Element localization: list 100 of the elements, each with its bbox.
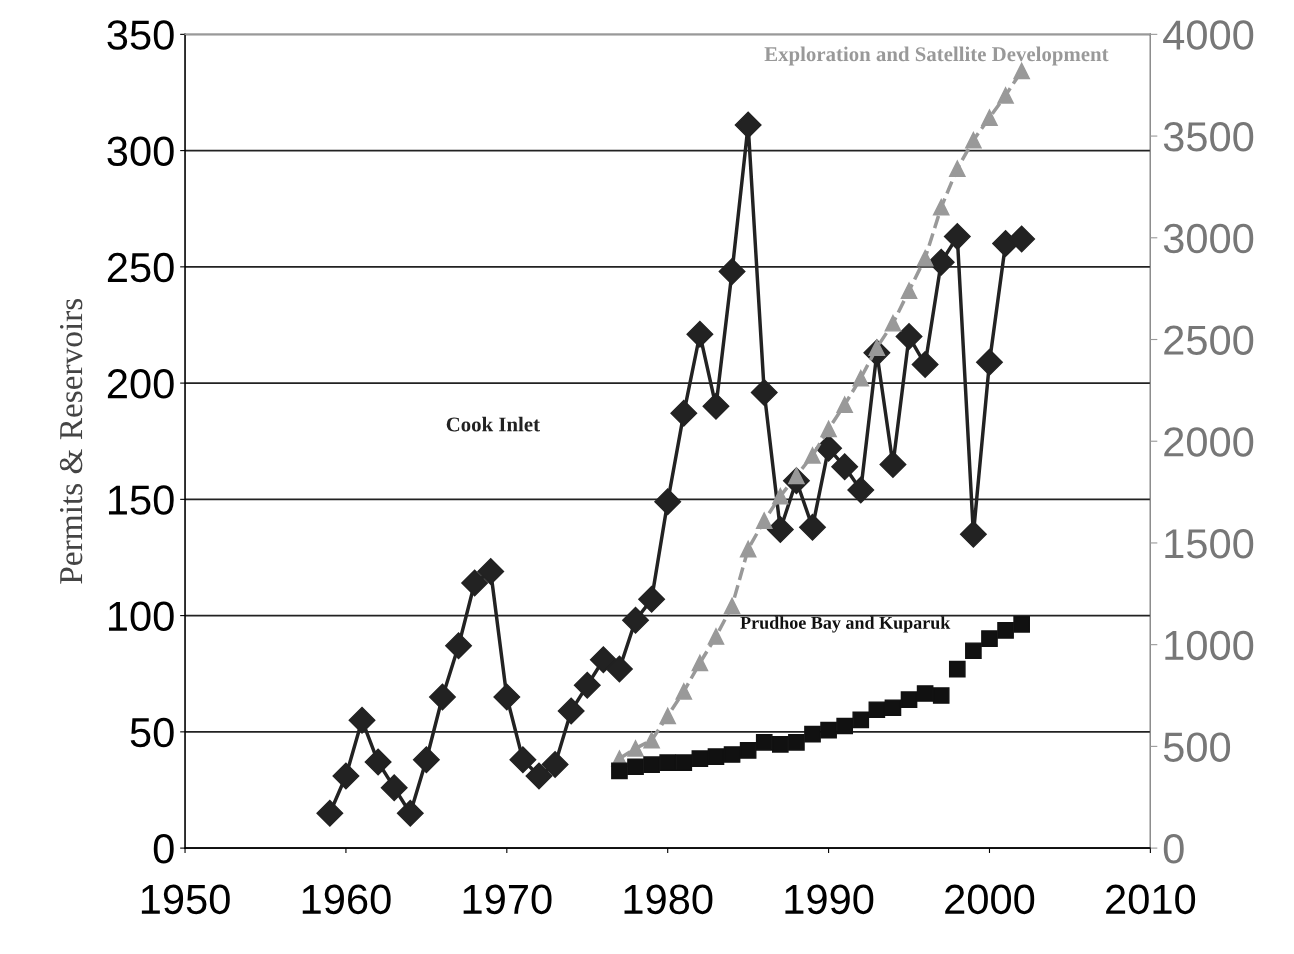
point: [691, 750, 709, 767]
point: [836, 396, 854, 413]
point: [932, 198, 950, 216]
point: [755, 512, 773, 529]
point: [611, 762, 628, 780]
y-tick-label: 0: [153, 834, 174, 864]
point: [852, 369, 870, 387]
point: [573, 671, 601, 699]
point: [1008, 225, 1036, 253]
point: [755, 733, 773, 751]
point: [707, 628, 725, 645]
y-axis-title: Permits & Reservoirs: [59, 298, 83, 584]
y2-tick-label: 3000: [1163, 223, 1254, 254]
point: [799, 513, 826, 541]
point: [868, 701, 886, 719]
point: [364, 748, 392, 776]
point: [659, 754, 677, 771]
point: [927, 248, 955, 276]
x-tick-label: 1980: [624, 884, 713, 915]
point: [557, 697, 585, 725]
point: [997, 87, 1014, 104]
y2-tick-label: 500: [1163, 732, 1231, 762]
point: [959, 520, 987, 548]
y-tick-label: 50: [130, 717, 174, 748]
point: [723, 597, 741, 615]
point: [675, 683, 693, 700]
point: [847, 476, 875, 504]
point: [771, 736, 789, 753]
point: [707, 748, 725, 765]
point: [734, 111, 762, 139]
y2-tick-label: 0: [1163, 834, 1184, 864]
point: [739, 540, 757, 558]
point: [718, 258, 746, 285]
text: Cook Inlet: [446, 416, 540, 432]
point: [739, 742, 757, 759]
x-tick-label: 1970: [463, 884, 552, 915]
point: [627, 740, 644, 757]
point: [686, 320, 714, 348]
point: [820, 721, 837, 739]
point: [638, 585, 666, 613]
point: [836, 717, 854, 735]
point: [997, 622, 1014, 639]
point: [879, 451, 907, 478]
point: [477, 557, 505, 585]
point: [509, 746, 537, 774]
point: [804, 447, 821, 464]
point: [831, 453, 859, 481]
y-tick-label: 250: [107, 252, 174, 283]
point: [884, 699, 902, 717]
text: Exploration and Satellite Development: [764, 46, 1109, 66]
point: [884, 314, 902, 332]
y-tick-label: 200: [107, 369, 174, 399]
point: [428, 683, 456, 711]
point: [316, 799, 344, 827]
point: [804, 725, 821, 743]
point: [981, 109, 998, 127]
point: [348, 706, 376, 734]
point: [948, 660, 966, 678]
point: [900, 282, 918, 300]
y-tick-label: 300: [107, 136, 174, 167]
point: [702, 392, 730, 420]
point: [750, 378, 778, 406]
point: [622, 606, 649, 634]
x-tick-label: 2010: [1106, 884, 1196, 915]
point: [815, 434, 843, 462]
y-tick-label: 350: [107, 20, 174, 50]
point: [916, 249, 934, 267]
x-tick-label: 1950: [141, 884, 230, 915]
point: [965, 131, 982, 149]
point: [900, 691, 918, 708]
point: [911, 351, 939, 378]
x-tick-label: 1960: [302, 884, 391, 915]
y2-tick-label: 1000: [1165, 630, 1254, 661]
y2-tick-label: 2000: [1164, 427, 1254, 457]
point: [766, 516, 794, 544]
point: [670, 399, 698, 427]
point: [675, 754, 693, 771]
point: [1013, 615, 1030, 633]
point: [461, 569, 489, 597]
point: [820, 420, 837, 438]
y-tick-label: 150: [108, 485, 174, 515]
series-label: Prudhoe Bay and Kuparuk: [740, 616, 951, 633]
y-tick-label: 100: [108, 601, 174, 632]
point: [981, 630, 998, 647]
point: [965, 642, 982, 660]
point: [627, 758, 644, 776]
point: [895, 323, 923, 351]
point: [445, 632, 473, 660]
point: [916, 685, 934, 702]
point: [788, 733, 805, 751]
point: [723, 746, 741, 763]
x-tick-label: 2000: [945, 884, 1035, 915]
y2-tick-label: 3500: [1163, 122, 1254, 152]
y2-tick-label: 4000: [1163, 20, 1254, 50]
point: [771, 487, 789, 505]
point: [332, 762, 360, 790]
point: [643, 756, 660, 774]
point: [852, 711, 870, 729]
point: [948, 160, 966, 177]
point: [412, 746, 440, 774]
